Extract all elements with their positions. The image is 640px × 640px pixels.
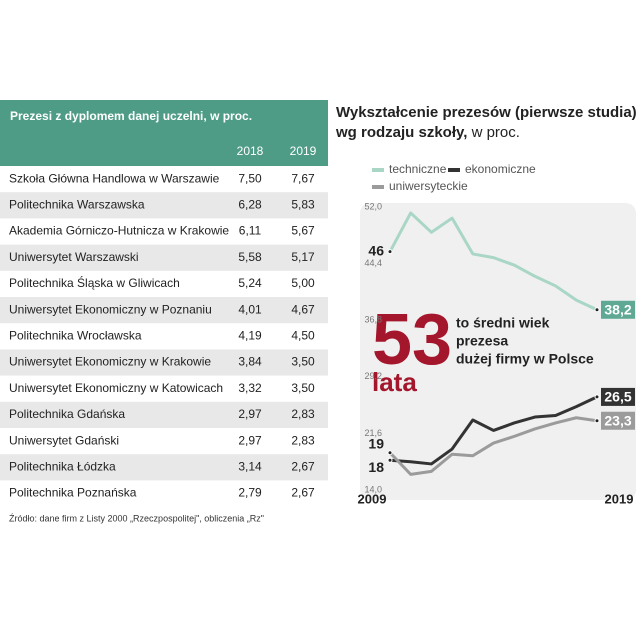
row-name: Politechnika Wrocławska	[9, 328, 142, 342]
source: Źródło: dane firm z Listy 2000 „Rzeczpos…	[9, 513, 264, 523]
y-tick-label: 44,4	[364, 258, 382, 268]
cell: 4,19	[238, 328, 262, 342]
row-background	[0, 297, 328, 324]
chart-panel	[360, 203, 636, 500]
annotation-number: 53	[372, 300, 452, 380]
cell: 4,67	[291, 302, 315, 316]
legend-label: techniczne	[389, 162, 447, 176]
chart-title-line2: wg rodzaju szkoły, w proc.	[335, 124, 520, 141]
annotation-unit: lata	[372, 367, 417, 397]
cell: 3,84	[238, 355, 262, 369]
cell: 6,11	[239, 224, 262, 238]
point-marker	[387, 457, 393, 463]
cell: 2,67	[291, 486, 315, 500]
table-title: Prezesi z dyplomem danej uczelni, w proc…	[10, 109, 252, 123]
row-background	[0, 454, 328, 481]
cell: 5,24	[238, 276, 262, 290]
cell: 3,14	[238, 459, 262, 473]
end-label: 23,3	[604, 412, 631, 428]
point-marker	[387, 249, 393, 255]
cell: 6,28	[238, 197, 262, 211]
annotation-text: dużej firmy w Polsce	[456, 351, 594, 367]
cell: 5,00	[291, 276, 315, 290]
y-tick-label: 14,0	[364, 484, 382, 494]
y-tick-label: 21,6	[364, 428, 382, 438]
row-name: Uniwersytet Warszawski	[9, 250, 139, 264]
cell: 2,79	[238, 486, 262, 500]
x-tick-label: 2019	[605, 491, 634, 506]
cell: 5,58	[238, 250, 262, 264]
row-background	[0, 244, 328, 271]
cell: 2,83	[291, 407, 315, 421]
row-name: Politechnika Łódzka	[9, 459, 116, 473]
annotation-text: to średni wiek	[456, 315, 550, 331]
row-name: Politechnika Poznańska	[9, 486, 137, 500]
series-line	[388, 211, 598, 312]
point-marker	[387, 450, 393, 456]
end-label-box	[601, 387, 635, 406]
row-name: Uniwersytet Ekonomiczny w Poznaniu	[9, 302, 212, 316]
cell: 5,83	[291, 197, 315, 211]
column-header: 2019	[290, 144, 317, 158]
cell: 2,83	[291, 433, 315, 447]
row-name: Akademia Górniczo-Hutnicza w Krakowie	[9, 224, 229, 238]
legend-label: uniwersyteckie	[389, 179, 468, 193]
cell: 3,32	[238, 381, 262, 395]
point-marker	[594, 418, 600, 424]
column-header: 2018	[237, 144, 264, 158]
series-line	[388, 416, 598, 476]
cell: 5,67	[291, 224, 315, 238]
y-tick-label: 36,8	[364, 315, 382, 325]
row-background	[0, 349, 328, 376]
cell: 4,50	[291, 328, 315, 342]
chart-title: wg rodzaju szkoły,	[335, 124, 467, 141]
legend-label: ekonomiczne	[465, 162, 536, 176]
row-name: Politechnika Śląska w Gliwicach	[9, 275, 180, 290]
annotation-text: prezesa	[456, 333, 508, 349]
cell: 7,67	[291, 171, 315, 185]
start-label: 46	[368, 242, 384, 258]
cell: 7,50	[238, 171, 262, 185]
row-name: Politechnika Gdańska	[9, 407, 125, 421]
row-name: Szkoła Główna Handlowa w Warszawie	[9, 171, 220, 185]
cell: 5,17	[291, 250, 315, 264]
chart-subtitle: w proc.	[471, 124, 520, 141]
point-marker	[594, 394, 600, 400]
chart-title: Wykształcenie prezesów (pierwsze studia)	[336, 104, 637, 121]
cell: 2,97	[238, 407, 262, 421]
cell: 3,50	[291, 355, 315, 369]
x-tick-label: 2009	[358, 491, 387, 506]
y-tick-label: 29,2	[364, 371, 382, 381]
start-label: 18	[368, 459, 384, 475]
row-name: Uniwersytet Ekonomiczny w Krakowie	[9, 355, 211, 369]
y-tick-label: 52,0	[364, 201, 382, 211]
cell: 4,01	[238, 302, 262, 316]
end-label-box	[601, 411, 635, 430]
cell: 3,50	[291, 381, 315, 395]
start-label: 19	[368, 435, 384, 451]
end-label-box	[601, 300, 635, 319]
end-label: 26,5	[604, 389, 631, 405]
row-background	[0, 401, 328, 428]
row-background	[0, 192, 328, 219]
cell: 2,67	[291, 459, 315, 473]
row-name: Uniwersytet Ekonomiczny w Katowicach	[9, 381, 223, 395]
point-marker	[594, 307, 600, 313]
row-name: Politechnika Warszawska	[9, 197, 145, 211]
row-name: Uniwersytet Gdański	[9, 433, 119, 447]
series-line	[389, 395, 598, 466]
cell: 2,97	[238, 433, 262, 447]
table-header	[0, 100, 328, 166]
end-label: 38,2	[604, 301, 631, 317]
